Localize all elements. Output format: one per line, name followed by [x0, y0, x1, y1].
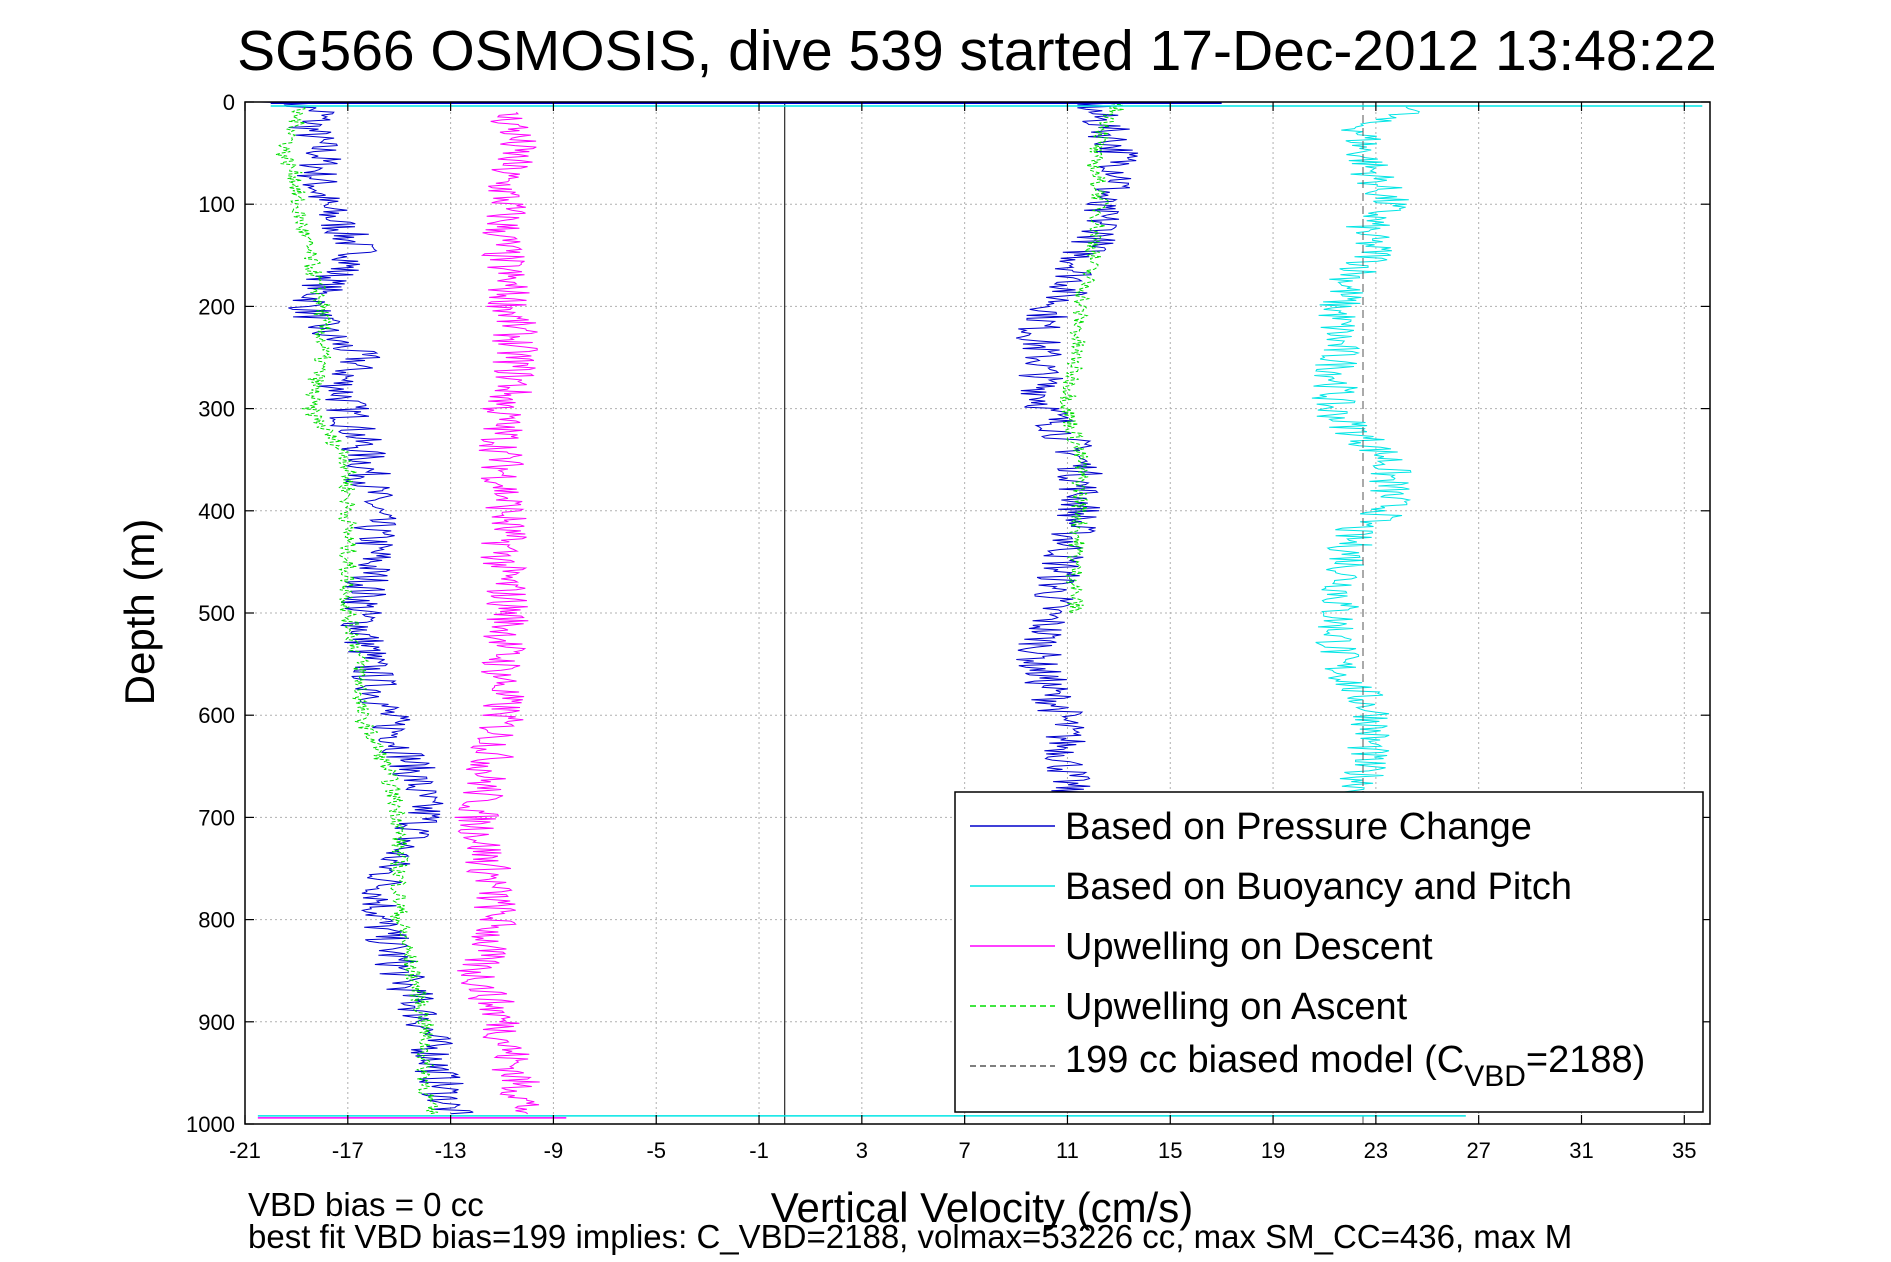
series-line-0-1: [1016, 101, 1139, 798]
legend-model-suffix: =2188): [1526, 1039, 1645, 1081]
legend-model-text: 199 cc biased model (C: [1065, 1039, 1464, 1081]
y-tick-label: 200: [198, 294, 235, 319]
series-line-3-1: [1058, 101, 1124, 614]
footer-line-1: VBD bias = 0 cc: [248, 1186, 484, 1223]
y-tick-label: 300: [198, 397, 235, 422]
y-tick-label: 0: [223, 90, 235, 115]
x-tick-label: -1: [749, 1138, 769, 1163]
y-axis-label: Depth (m): [116, 519, 163, 706]
legend-model-subscript: VBD: [1464, 1060, 1526, 1093]
y-tick-label: 600: [198, 703, 235, 728]
x-tick-label: -9: [544, 1138, 564, 1163]
x-tick-label: -21: [229, 1138, 261, 1163]
legend-label-descent: Upwelling on Descent: [1065, 926, 1433, 968]
footer-line-2: best fit VBD bias=199 implies: C_VBD=218…: [248, 1218, 1572, 1255]
series-line-3-0: [275, 107, 439, 1115]
x-tick-label: 15: [1158, 1138, 1182, 1163]
series-line-1-0: [1311, 106, 1420, 798]
y-tick-label: 400: [198, 499, 235, 524]
x-tick-label: 27: [1466, 1138, 1490, 1163]
x-tick-label: -17: [332, 1138, 364, 1163]
legend: Based on Pressure Change Based on Buoyan…: [954, 791, 1704, 1113]
chart-title: SG566 OSMOSIS, dive 539 started 17-Dec-2…: [237, 19, 1717, 83]
x-axis-ticks: -21 -17 -13 -9 -5 -1 3 7 11 15 19 23 27 31 35: [229, 102, 1697, 1163]
x-tick-label: 35: [1672, 1138, 1696, 1163]
series-line-0-0: [260, 101, 474, 1115]
y-tick-label: 800: [198, 908, 235, 933]
legend-label-pressure: Based on Pressure Change: [1065, 806, 1532, 848]
series-layer: [257, 101, 1703, 1124]
x-tick-label: 3: [856, 1138, 868, 1163]
y-tick-label: 1000: [186, 1112, 235, 1137]
x-tick-label: 11: [1056, 1138, 1079, 1163]
x-tick-label: 31: [1569, 1138, 1593, 1163]
y-axis-ticks: 0 100 200 300 400 500 600 700 800 900 1000: [186, 90, 1710, 1137]
legend-box: [954, 791, 1704, 1113]
legend-label-buoyancy: Based on Buoyancy and Pitch: [1065, 866, 1572, 908]
y-tick-label: 100: [198, 192, 235, 217]
y-tick-label: 500: [198, 601, 235, 626]
y-tick-label: 700: [198, 805, 235, 830]
legend-label-model: 199 cc biased model (CVBD=2188): [1065, 1039, 1645, 1093]
x-axis-label: Vertical Velocity (cm/s): [771, 1184, 1193, 1231]
series-line-2-0: [454, 111, 540, 1115]
legend-label-ascent: Upwelling on Ascent: [1065, 986, 1408, 1028]
y-tick-label: 900: [198, 1010, 235, 1035]
x-tick-label: 19: [1261, 1138, 1285, 1163]
x-tick-label: -13: [435, 1138, 467, 1163]
x-tick-label: 7: [959, 1138, 971, 1163]
x-tick-label: -5: [646, 1138, 666, 1163]
x-tick-label: 23: [1364, 1138, 1388, 1163]
